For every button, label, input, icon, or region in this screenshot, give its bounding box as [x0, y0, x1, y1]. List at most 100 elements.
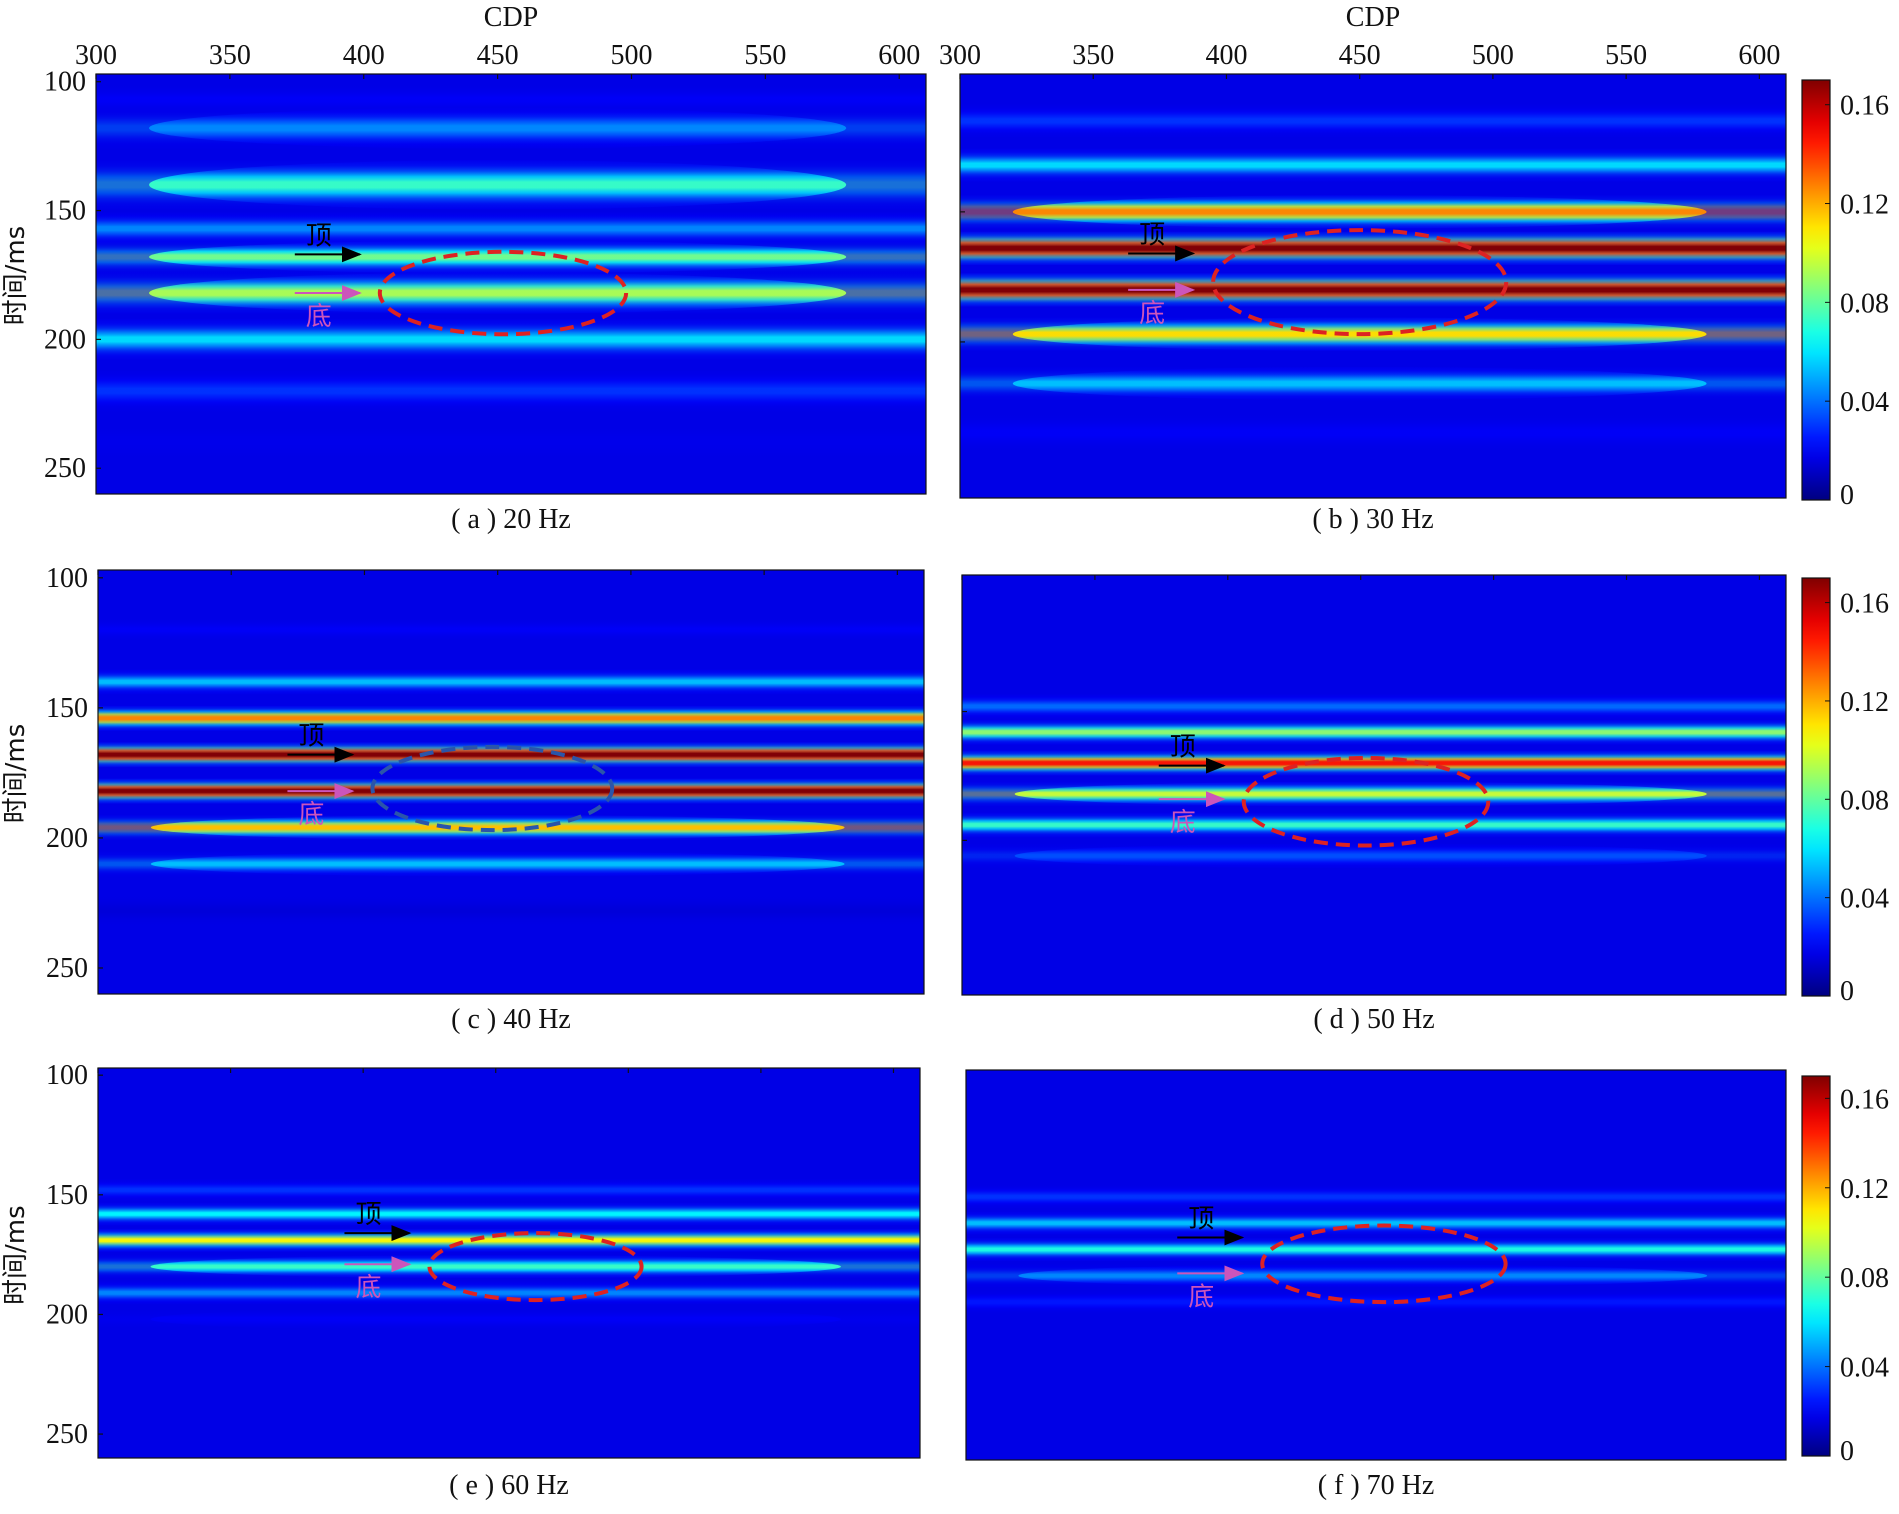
x-axis-label: CDP	[1346, 2, 1400, 33]
heatmap-bands	[962, 694, 1786, 869]
heatmap-band	[98, 1228, 920, 1252]
colorbar-tick-label: 0.08	[1840, 1263, 1889, 1294]
heatmap-band	[966, 1185, 1786, 1209]
bottom-label: 底	[1170, 808, 1196, 838]
plot-frame	[961, 574, 1787, 996]
colorbar: 0.16 0.12 0.08 0.04 0	[1801, 79, 1889, 511]
highlight-ellipse	[1241, 755, 1491, 848]
panel-caption: ( f ) 70 Hz	[1318, 1470, 1435, 1501]
colorbar-tick-label: 0.08	[1840, 785, 1889, 816]
x-tick-label: 400	[1205, 40, 1247, 71]
heatmap-band	[960, 231, 1786, 265]
heatmap-band	[962, 781, 1786, 807]
bottom-label: 底	[306, 302, 332, 332]
heatmap-band	[96, 160, 926, 210]
panel-d: 顶底 ( d ) 50 Hz 0.16 0.12 0.08 0.04 0	[961, 574, 1889, 1035]
colorbar-tick-label: 0	[1840, 480, 1854, 511]
x-axis-label: CDP	[484, 2, 538, 33]
panel-a: 300 350 400 450 500 550 600 CDP 100 150 200 250 时间/m…	[1, 2, 927, 535]
y-tick-label: 200	[46, 823, 88, 854]
highlight-ellipse	[370, 744, 615, 833]
heatmap-band	[962, 719, 1786, 745]
colorbar-tick-label: 0.04	[1840, 1353, 1889, 1384]
colorbar-tick-label: 0.12	[1840, 687, 1889, 718]
top-label: 顶	[1139, 220, 1165, 250]
x-tick-label: 500	[610, 40, 652, 71]
colorbar-scale	[1801, 79, 1831, 501]
colorbar-tick-label: 0.16	[1840, 91, 1889, 122]
bottom-label: 底	[1139, 299, 1165, 329]
panel-e: 100 150 200 250 时间/ms 顶底 ( e ) 60 Hz	[1, 1060, 921, 1501]
colorbar-scale	[1801, 1075, 1831, 1457]
heatmap-bands	[98, 1178, 920, 1331]
heatmap-band	[98, 669, 924, 695]
x-tick-label: 400	[343, 40, 385, 71]
y-axis-label: 时间/ms	[1, 1205, 31, 1305]
heatmap-band	[98, 815, 924, 841]
bottom-label: 底	[298, 800, 324, 830]
y-axis-label: 时间/ms	[1, 724, 31, 824]
bottom-label: 底	[1188, 1282, 1214, 1312]
x-tick-label: 600	[878, 40, 920, 71]
panel-b: 300 350 400 450 500 550 600 CDP 顶底 ( b ) 30 Hz 0.1…	[939, 2, 1889, 535]
heatmap-band	[96, 212, 926, 246]
panel-c: 100 150 200 250 时间/ms 顶底 ( c ) 40 Hz	[1, 563, 925, 1035]
colorbar-tick-label: 0.04	[1840, 387, 1889, 418]
heatmap-band	[962, 843, 1786, 869]
heatmap-band	[960, 273, 1786, 307]
heatmap-band	[98, 1255, 920, 1279]
top-label: 顶	[298, 722, 324, 752]
colorbar-tick-label: 0.12	[1840, 1174, 1889, 1205]
plot-frame	[97, 1067, 921, 1459]
heatmap-band	[96, 240, 926, 274]
heatmap-band	[96, 318, 926, 361]
panel-f: 顶底 ( f ) 70 Hz 0.16 0.12 0.08 0.04 0	[965, 1069, 1889, 1501]
heatmap-bands	[96, 83, 926, 464]
top-label: 顶	[306, 221, 332, 251]
heatmap-band	[98, 1307, 920, 1331]
heatmap-band	[96, 272, 926, 314]
panel-caption: ( d ) 50 Hz	[1313, 1004, 1434, 1035]
plot-frame	[959, 73, 1787, 499]
y-tick-label: 100	[46, 563, 88, 594]
heatmap-band	[960, 104, 1786, 138]
highlight-ellipse	[1211, 228, 1509, 337]
colorbar-tick-label: 0	[1840, 1436, 1854, 1467]
heatmap-band	[962, 750, 1786, 776]
heatmap-band	[96, 107, 926, 149]
heatmap-band	[962, 812, 1786, 838]
heatmap-band	[966, 1264, 1786, 1288]
highlight-ellipse	[1260, 1223, 1508, 1305]
plot-frame	[965, 1069, 1787, 1461]
heatmap-band	[966, 1237, 1786, 1261]
x-tick-label: 600	[1738, 40, 1780, 71]
panel-caption: ( b ) 30 Hz	[1312, 504, 1433, 535]
heatmap-band	[960, 412, 1786, 454]
colorbar-tick-label: 0.04	[1840, 884, 1889, 915]
y-tick-label: 150	[46, 693, 88, 724]
heatmap-band	[98, 851, 924, 877]
x-tick-label: 450	[477, 40, 519, 71]
x-tick-label: 500	[1472, 40, 1514, 71]
heatmap-band	[98, 1281, 920, 1305]
panel-caption: ( c ) 40 Hz	[451, 1004, 571, 1035]
heatmap-band	[98, 778, 924, 804]
heatmap-band	[960, 317, 1786, 351]
y-tick-label: 250	[46, 1419, 88, 1450]
heatmap-band	[98, 1178, 920, 1202]
x-tick-label: 300	[939, 40, 981, 71]
bottom-label: 底	[355, 1273, 381, 1303]
heatmap-band	[96, 421, 926, 464]
colorbar-tick-label: 0	[1840, 976, 1854, 1007]
colorbar-tick-label: 0.16	[1840, 1084, 1889, 1115]
panel-caption: ( e ) 60 Hz	[449, 1470, 569, 1501]
heatmap-band	[960, 148, 1786, 182]
y-tick-label: 150	[44, 196, 86, 227]
heatmap-bands	[960, 104, 1786, 454]
y-tick-label: 200	[44, 324, 86, 355]
y-tick-label: 200	[46, 1299, 88, 1330]
x-tick-label: 550	[1605, 40, 1647, 71]
colorbar-tick-label: 0.12	[1840, 190, 1889, 221]
colorbar: 0.16 0.12 0.08 0.04 0	[1801, 577, 1889, 1007]
